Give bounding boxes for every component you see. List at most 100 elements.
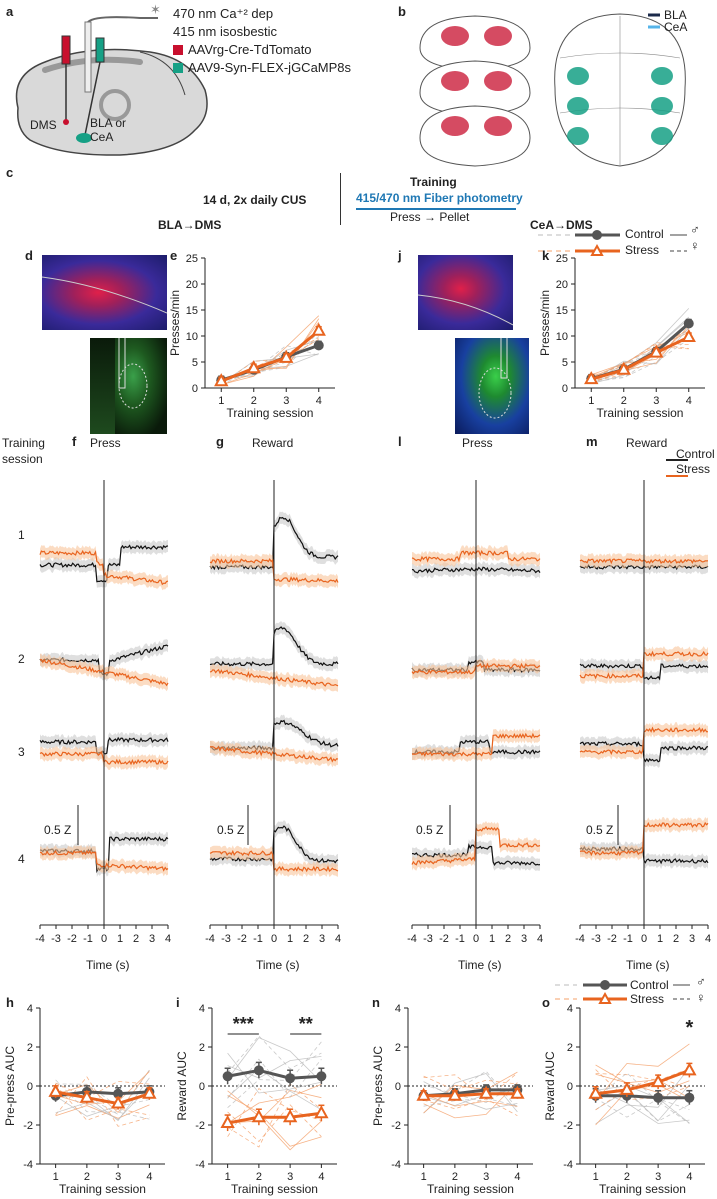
significance-marker: *** bbox=[233, 1014, 254, 1034]
y-tick-label: -2 bbox=[563, 1120, 573, 1132]
trace-x-tick-label: 0 bbox=[641, 933, 647, 945]
cea-dms-title: CeA→DMS bbox=[530, 218, 593, 232]
trace-x-tick-label: 4 bbox=[705, 933, 711, 945]
control-sem-band bbox=[210, 621, 338, 672]
legend-bla: BLA bbox=[664, 8, 687, 22]
stress-sem-band bbox=[40, 545, 168, 591]
control-subject-line bbox=[595, 1085, 690, 1124]
trace-x-tick-label: 3 bbox=[319, 933, 325, 945]
y-tick-label: -4 bbox=[563, 1159, 573, 1171]
control-point bbox=[113, 1088, 124, 1099]
control-mean-line bbox=[595, 1094, 690, 1100]
trace-x-tick-label: 1 bbox=[489, 933, 495, 945]
control-point bbox=[285, 1073, 296, 1084]
control-subject-line bbox=[423, 1089, 518, 1106]
y-tick-label: 15 bbox=[556, 305, 568, 317]
stress-subject-line bbox=[423, 1071, 518, 1114]
stress-point bbox=[79, 1089, 95, 1103]
y-axis-label: Pre-press AUC bbox=[3, 1046, 17, 1126]
stress-subject-line bbox=[55, 1071, 150, 1105]
trace-x-tick-label: 2 bbox=[505, 933, 511, 945]
stress-subject-line bbox=[595, 1043, 690, 1102]
panel-label-j: j bbox=[398, 248, 402, 263]
xlabel-l: Time (s) bbox=[458, 958, 502, 972]
bottom-legend bbox=[555, 980, 690, 1004]
panel-label-m: m bbox=[586, 434, 598, 449]
xlabel-m: Time (s) bbox=[626, 958, 670, 972]
session-1-label: 1 bbox=[18, 528, 25, 542]
panel-label-k: k bbox=[542, 248, 550, 263]
x-axis-label: Training session bbox=[427, 1182, 514, 1196]
light-470-label: 470 nm Ca⁺² dep bbox=[173, 6, 274, 21]
y-tick-label: 15 bbox=[186, 305, 198, 317]
side-session: session bbox=[2, 452, 43, 466]
y-tick-label: 4 bbox=[199, 1003, 205, 1015]
photometry-traces: -4 -3 -2 -1 0 1 2 3 4 -4 -3 -2 -1 0 1 2 3 4 -4 -3 -2 -1 0 1 2 3 4-… bbox=[35, 480, 711, 945]
bla-label: BLA or bbox=[90, 116, 127, 130]
trace-x-tick-label: 4 bbox=[165, 933, 171, 945]
cea-red-histology bbox=[417, 255, 514, 330]
control-sem-band bbox=[40, 831, 168, 877]
scale-f: 0.5 Z bbox=[44, 823, 72, 837]
panel-label-e: e bbox=[170, 248, 178, 263]
control-sem-band bbox=[580, 658, 708, 686]
x-tick-label: 3 bbox=[115, 1171, 121, 1183]
session-4-label: 4 bbox=[18, 852, 25, 866]
stress-subject-line bbox=[423, 1075, 518, 1091]
control-subject-line bbox=[221, 331, 320, 383]
stress-point bbox=[649, 344, 664, 358]
x-tick-label: 1 bbox=[421, 1171, 427, 1183]
stress-mean-line bbox=[423, 1092, 518, 1098]
significance-marker: * bbox=[685, 1017, 693, 1039]
panel-label-f: f bbox=[72, 434, 77, 449]
y-tick-label: 5 bbox=[562, 357, 568, 369]
stress-point bbox=[682, 1062, 697, 1076]
control-point bbox=[653, 1092, 664, 1103]
x-tick-label: 2 bbox=[452, 1171, 458, 1183]
press-pellet-label: Press → Pellet bbox=[390, 210, 470, 224]
x-axis-label: Training session bbox=[231, 1182, 318, 1196]
trace-x-tick-label: -2 bbox=[67, 933, 77, 945]
trace-m-title: Reward bbox=[626, 436, 668, 450]
x-tick-label: 1 bbox=[225, 1171, 231, 1183]
bla-green-histology bbox=[115, 338, 167, 434]
timeline-divider bbox=[340, 173, 341, 225]
control-subject-line bbox=[221, 353, 319, 384]
stress-subject-line bbox=[227, 1089, 322, 1124]
cea-green-histology bbox=[455, 338, 529, 434]
x-tick-label: 2 bbox=[256, 1171, 262, 1183]
control-subject-line bbox=[595, 1084, 690, 1122]
x-tick-label: 4 bbox=[316, 395, 322, 407]
control-subject-line bbox=[423, 1097, 518, 1107]
stress-mean-line bbox=[220, 329, 320, 383]
y-axis-label: Reward AUC bbox=[175, 1051, 189, 1121]
control-point bbox=[222, 1071, 233, 1082]
x-tick-label: 1 bbox=[593, 1171, 599, 1183]
panel-label-l: l bbox=[398, 434, 402, 449]
y-tick-label: -4 bbox=[195, 1159, 205, 1171]
control-subject-line bbox=[227, 1058, 322, 1099]
trace-x-tick-label: 1 bbox=[657, 933, 663, 945]
brain-schematic: ✶ bbox=[15, 2, 208, 156]
trace-x-tick-label: 3 bbox=[521, 933, 527, 945]
y-tick-label: 0 bbox=[192, 383, 198, 395]
x-tick-label: 1 bbox=[588, 395, 594, 407]
y-tick-label: -4 bbox=[391, 1159, 401, 1171]
green-virus-label: AAV9-Syn-FLEX-jGCaMP8s bbox=[188, 60, 352, 75]
xlabel-f: Time (s) bbox=[86, 958, 130, 972]
control-sem-band bbox=[412, 839, 540, 871]
legend-female: ♀ bbox=[690, 238, 700, 253]
photometry-underline bbox=[356, 208, 516, 210]
red-virus-label: AAVrg-Cre-TdTomato bbox=[188, 42, 312, 57]
stress-subject-line bbox=[221, 338, 320, 385]
y-axis-label: Pre-press AUC bbox=[371, 1046, 385, 1126]
stress-point bbox=[142, 1085, 157, 1099]
panel-label-o: o bbox=[542, 995, 550, 1010]
y-tick-label: 4 bbox=[27, 1003, 33, 1015]
y-tick-label: 2 bbox=[199, 1042, 205, 1054]
photometry-label: 415/470 nm Fiber photometry bbox=[356, 191, 523, 205]
y-tick-label: 0 bbox=[395, 1081, 401, 1093]
stress-subject-line bbox=[55, 1084, 150, 1121]
